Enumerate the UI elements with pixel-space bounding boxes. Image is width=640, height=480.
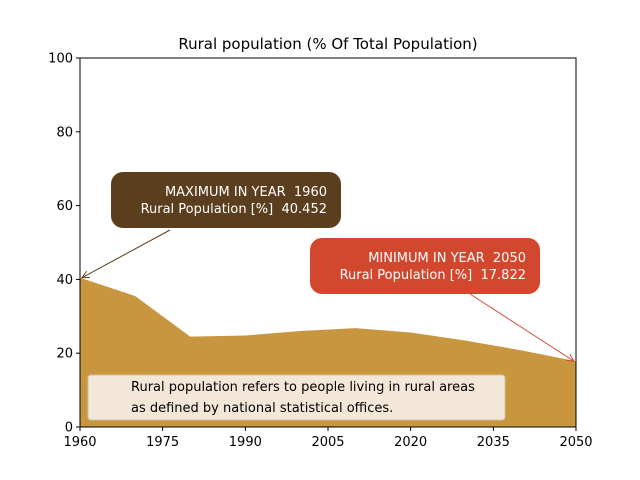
max-annotation-arrowhead xyxy=(80,270,91,279)
y-tick-label: 20 xyxy=(56,347,73,362)
y-tick-label: 60 xyxy=(56,199,73,214)
y-tick-label: 80 xyxy=(56,125,73,140)
min-annotation-arrow xyxy=(469,293,575,362)
y-tick-label: 40 xyxy=(56,273,73,288)
min-annotation-line2: Rural Population [%] 17.822 xyxy=(340,268,526,283)
y-axis-ticks: 0 20 40 60 80 100 xyxy=(48,52,80,436)
y-tick-label: 100 xyxy=(48,52,73,67)
x-axis-ticks: 1960 1975 1990 2005 2020 2035 2050 xyxy=(63,427,593,450)
max-annotation-box xyxy=(111,172,341,228)
note-line2: as defined by national statistical offic… xyxy=(131,401,393,416)
max-annotation-line1: MAXIMUM IN YEAR 1960 xyxy=(165,185,327,200)
x-tick-label: 1990 xyxy=(229,435,262,450)
min-annotation-line1: MINIMUM IN YEAR 2050 xyxy=(368,251,526,266)
x-tick-label: 1960 xyxy=(63,435,96,450)
min-annotation-arrowhead xyxy=(565,354,575,362)
y-tick-label: 0 xyxy=(65,421,73,436)
x-tick-label: 2020 xyxy=(394,435,427,450)
max-annotation-line2: Rural Population [%] 40.452 xyxy=(141,202,327,217)
note-line1: Rural population refers to people living… xyxy=(131,380,475,395)
x-tick-label: 2005 xyxy=(311,435,344,450)
max-annotation-arrow xyxy=(81,229,171,279)
plot-frame xyxy=(79,57,577,428)
min-annotation-box xyxy=(310,238,540,294)
x-tick-label: 2050 xyxy=(559,435,592,450)
x-tick-label: 1975 xyxy=(146,435,179,450)
note-box xyxy=(87,374,506,421)
chart-title: Rural population (% Of Total Population) xyxy=(178,35,477,53)
x-tick-label: 2035 xyxy=(477,435,510,450)
